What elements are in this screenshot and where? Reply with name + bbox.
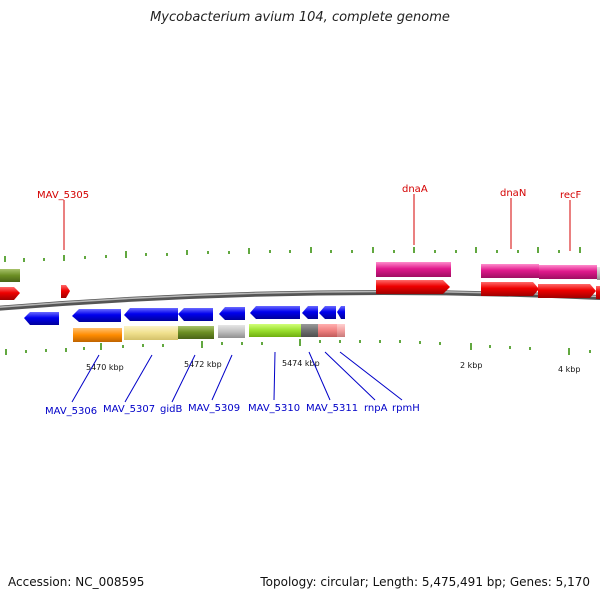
cds-MAV_5310[interactable] — [250, 306, 300, 319]
cds-dnaN[interactable] — [481, 282, 539, 296]
cds-MAV_5306[interactable] — [72, 309, 121, 322]
cds-arrow[interactable] — [61, 285, 70, 298]
gene-feature[interactable] — [597, 267, 600, 280]
cds-gidB[interactable] — [178, 308, 213, 321]
label-dnaN[interactable]: dnaN — [500, 188, 526, 199]
reverse-cds-track — [24, 306, 345, 325]
label-MAV_5310[interactable]: MAV_5310 — [248, 403, 300, 414]
cds-rpmH[interactable] — [337, 306, 345, 319]
gene-dnaA[interactable] — [376, 262, 451, 277]
cds-rnpA[interactable] — [319, 306, 336, 319]
label-MAV_5311[interactable]: MAV_5311 — [306, 403, 358, 414]
tick-label-2k: 2 kbp — [460, 361, 482, 370]
tick-label-4k: 4 kbp — [558, 365, 580, 374]
label-rnpA[interactable]: rnpA — [364, 403, 388, 414]
cds-dnaA[interactable] — [376, 280, 450, 294]
gene-gidB[interactable] — [178, 326, 214, 339]
gene-dnaN[interactable] — [481, 264, 539, 278]
lower-tick-row — [5, 339, 591, 355]
label-dnaA[interactable]: dnaA — [402, 184, 428, 195]
cds-MAV_5311[interactable] — [302, 306, 318, 319]
label-MAV_5307[interactable]: MAV_5307 — [103, 404, 155, 415]
gene-feature[interactable] — [0, 269, 20, 282]
forward-cds-track — [0, 280, 600, 300]
reverse-gene-track — [73, 324, 345, 342]
genome-summary-text: Topology: circular; Length: 5,475,491 bp… — [260, 575, 590, 589]
tick-label-5470: 5470 kbp — [86, 363, 124, 372]
cds-arrow[interactable] — [0, 287, 20, 300]
gene-MAV_5310[interactable] — [249, 324, 301, 337]
reverse-labels — [71, 351, 403, 403]
forward-labels: MAV_5305 dnaA dnaN recF — [37, 184, 582, 251]
tick-label-5472: 5472 kbp — [184, 360, 222, 369]
gene-MAV_5306[interactable] — [73, 328, 122, 342]
accession-text: Accession: NC_008595 — [8, 575, 145, 589]
cds-MAV_5309[interactable] — [219, 307, 245, 320]
cds-MAV_5307[interactable] — [124, 308, 178, 321]
cds-arrow[interactable] — [596, 286, 600, 299]
label-gidB[interactable]: gidB — [160, 404, 182, 415]
gene-recF[interactable] — [539, 265, 597, 279]
gene-MAV_5307[interactable] — [124, 326, 178, 340]
cds-recF[interactable] — [538, 284, 596, 298]
tick-label-5474: 5474 kbp — [282, 359, 320, 368]
label-recF[interactable]: recF — [560, 190, 582, 201]
forward-gene-track — [0, 262, 600, 282]
label-MAV_5309[interactable]: MAV_5309 — [188, 403, 240, 414]
label-MAV_5305[interactable]: MAV_5305 — [37, 190, 89, 201]
map-title: Mycobacterium avium 104, complete genome — [150, 10, 450, 25]
gene-MAV_5311[interactable] — [301, 324, 318, 337]
gene-MAV_5309[interactable] — [218, 325, 245, 338]
upper-tick-row — [4, 247, 581, 262]
gene-rnpA[interactable] — [318, 324, 337, 337]
label-rpmH[interactable]: rpmH — [392, 403, 420, 414]
label-MAV_5306[interactable]: MAV_5306 — [45, 406, 97, 417]
cds-reverse-arrow[interactable] — [24, 312, 59, 325]
gene-rpmH[interactable] — [337, 324, 345, 337]
